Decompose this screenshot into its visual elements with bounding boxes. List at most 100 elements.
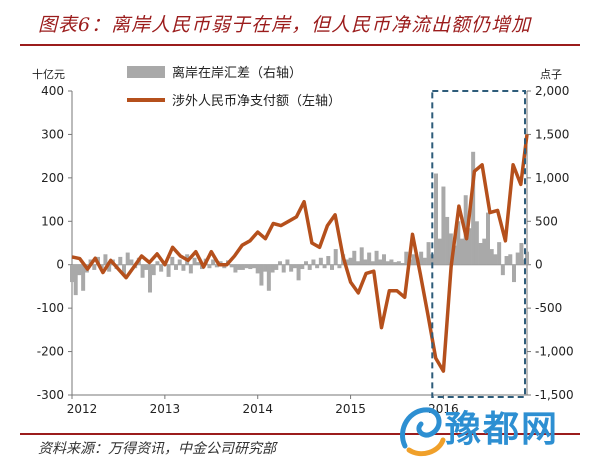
spread-bar [270,264,275,273]
spread-bar [389,259,394,265]
spread-bar [159,264,164,272]
spread-bar [188,264,193,274]
spread-bar [259,264,264,286]
left-tick-label: 300 [41,127,64,141]
spread-bar [289,264,294,272]
spread-bar [140,264,145,278]
spread-bar [318,257,323,265]
spread-bar [385,261,390,265]
spread-bar [233,264,238,273]
right-tick-label: 500 [535,214,558,228]
spread-bar [181,264,186,271]
spread-bar [311,259,316,265]
spread-bar [512,264,516,283]
spread-bar [489,249,494,265]
spread-bar [430,254,435,265]
spread-bar [422,257,427,265]
swirl-logo-icon [400,407,446,457]
spread-bar [426,242,431,265]
left-tick-label: -300 [37,388,64,402]
spread-bar [525,251,529,265]
spread-bar [486,212,490,265]
spread-bar [356,261,360,265]
spread-bar [519,243,524,265]
left-tick-label: -100 [37,301,64,315]
right-tick-label: -500 [535,301,562,315]
spread-bar [493,254,498,265]
spread-bar [240,264,245,270]
spread-bar [467,228,472,265]
right-tick-label: 0 [535,258,543,272]
spread-bar [166,264,171,277]
spread-bar [177,259,182,265]
spread-bar [378,259,383,265]
spread-bar [211,259,216,265]
spread-bar [437,238,442,265]
spread-bar [370,261,375,265]
spread-bar [497,242,502,265]
spread-bar [107,264,112,272]
spread-bar [359,247,364,265]
spread-bar [285,259,290,265]
right-tick-label: -1,000 [535,345,574,359]
chart-labels: 十亿元 点子 [32,67,562,81]
spread-bar [99,264,104,269]
x-tick-label: 2014 [242,402,273,416]
spread-bar [170,256,175,265]
spread-bar [122,264,126,277]
spread-bar [237,264,242,270]
spread-bar [192,257,197,265]
spread-bar [148,264,152,293]
x-tick-label: 2015 [335,402,366,416]
spread-bar [244,264,249,269]
spread-bar [448,233,453,265]
spread-bar [322,264,327,269]
spread-bar [445,216,450,265]
spread-bar [129,259,134,265]
spread-bar [326,256,331,265]
spread-bar [441,186,446,265]
spread-bar [81,264,86,291]
spread-bar [252,264,256,269]
highlight-box [431,90,526,398]
spread-bar [382,254,386,265]
spread-bar [300,264,305,270]
spread-bar [207,264,212,269]
spread-bar [155,261,160,265]
spread-bar [460,238,464,265]
spread-bar [248,264,253,270]
spread-bar [508,254,513,265]
spread-bar [396,261,401,265]
spread-bar [482,238,487,265]
spread-bar [304,261,308,265]
spread-bar [474,221,479,265]
spread-bar [452,245,457,265]
left-tick-label: 100 [41,214,64,228]
watermark-text: 豫都网 [445,408,560,450]
chart-svg: 400 300 200 100 0 -100 -200 -300 2,000 1,500 1,000… [32,65,574,416]
spread-bar [296,264,301,281]
left-tick-label: -200 [37,345,64,359]
spread-bar [144,264,149,270]
spread-bar [229,264,234,268]
spread-bar [118,256,123,265]
spread-bar [151,264,156,276]
spread-bar [92,264,97,270]
left-tick-label: 0 [56,258,64,272]
spread-bar [266,264,271,291]
right-tick-label: 1,500 [535,127,569,141]
spread-bar [348,257,353,265]
legend-bar-label: 离岸在岸汇差（右轴） [172,65,302,81]
left-axis-unit: 十亿元 [32,67,65,81]
spread-bar [222,264,227,269]
right-axis-unit: 点子 [540,68,562,81]
spread-bar [278,261,282,265]
spread-bar [70,264,74,283]
net-payment-line [71,90,529,398]
x-tick-label: 2013 [150,402,181,416]
spread-bar [281,264,286,273]
spread-bar [103,254,108,265]
spread-bar [125,252,130,265]
watermark: 豫都网 [395,398,595,462]
spread-bar [307,264,312,270]
